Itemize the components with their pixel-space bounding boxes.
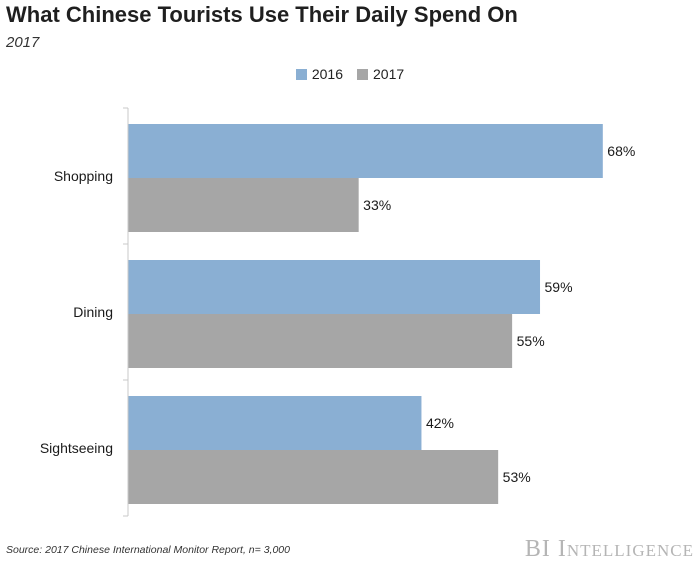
bar-2016-sightseeing <box>128 396 422 450</box>
legend-label-2017: 2017 <box>373 66 405 82</box>
chart-title: What Chinese Tourists Use Their Daily Sp… <box>6 2 518 27</box>
category-label: Sightseeing <box>40 440 113 456</box>
category-label: Dining <box>73 304 113 320</box>
source-note: Source: 2017 Chinese International Monit… <box>6 544 290 556</box>
category-label: Shopping <box>54 168 113 184</box>
brand-logo: BI Intelligence <box>524 536 694 562</box>
legend-item-2017: 2017 <box>357 66 404 82</box>
data-label: 42% <box>426 415 454 431</box>
bar-2017-sightseeing <box>128 450 499 504</box>
data-label: 53% <box>503 469 531 485</box>
data-label: 55% <box>517 333 545 349</box>
bar-2016-shopping <box>128 124 603 178</box>
data-label: 59% <box>545 279 573 295</box>
data-label: 68% <box>607 143 635 159</box>
bar-2016-dining <box>128 260 541 314</box>
chart-subtitle: 2017 <box>6 34 40 51</box>
legend-item-2016: 2016 <box>295 66 343 82</box>
legend: 2016 2017 <box>0 66 700 82</box>
legend-swatch-2016 <box>295 68 307 80</box>
legend-label-2016: 2016 <box>311 66 343 82</box>
legend-swatch-2017 <box>357 68 368 80</box>
bar-2017-dining <box>128 314 513 368</box>
data-label: 33% <box>363 197 391 213</box>
bar-2017-shopping <box>128 178 359 232</box>
